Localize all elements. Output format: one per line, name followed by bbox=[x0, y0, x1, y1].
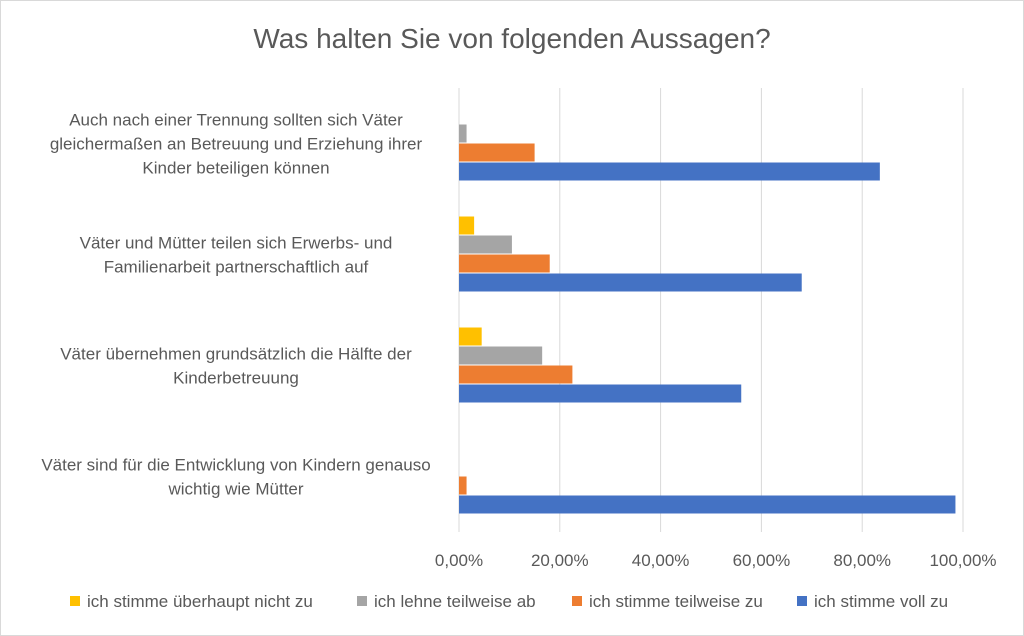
category-label: Väter sind für die Entwicklung von Kinde… bbox=[41, 456, 430, 475]
x-tick-label: 40,00% bbox=[632, 551, 690, 570]
bar bbox=[459, 273, 802, 292]
legend-swatch bbox=[572, 596, 582, 606]
category-labels: Auch nach einer Trennung sollten sich Vä… bbox=[41, 111, 430, 499]
legend-swatch bbox=[357, 596, 367, 606]
gridlines bbox=[458, 88, 964, 532]
category-label: Väter und Mütter teilen sich Erwerbs- un… bbox=[80, 234, 393, 253]
legend-swatch bbox=[70, 596, 80, 606]
category-label: Familienarbeit partnerschaftlich auf bbox=[104, 258, 369, 277]
x-tick-label: 20,00% bbox=[531, 551, 589, 570]
bar bbox=[459, 162, 880, 181]
bar bbox=[459, 476, 467, 495]
x-tick-label: 100,00% bbox=[929, 551, 996, 570]
bar bbox=[459, 495, 956, 514]
bar bbox=[459, 254, 550, 273]
legend-label: ich stimme voll zu bbox=[814, 592, 948, 611]
bar bbox=[459, 384, 742, 403]
x-axis-tick-labels: 0,00% 20,00% 40,00% 60,00% 80,00% 100,00% bbox=[435, 551, 997, 570]
category-label: Kinderbetreuung bbox=[173, 369, 299, 388]
bar bbox=[459, 365, 573, 384]
bar bbox=[459, 346, 543, 365]
category-label: wichtig wie Mütter bbox=[167, 480, 303, 499]
legend-label: ich stimme überhaupt nicht zu bbox=[87, 592, 313, 611]
bar bbox=[459, 216, 475, 235]
category-label: Kinder beteiligen können bbox=[142, 159, 329, 178]
bar bbox=[459, 143, 535, 162]
category-label: gleichermaßen an Betreuung und Erziehung… bbox=[50, 135, 423, 154]
x-tick-label: 60,00% bbox=[733, 551, 791, 570]
category-label: Väter übernehmen grundsätzlich die Hälft… bbox=[60, 345, 412, 364]
x-tick-label: 80,00% bbox=[833, 551, 891, 570]
legend: ich stimme überhaupt nicht zu ich lehne t… bbox=[70, 592, 948, 611]
bar bbox=[459, 327, 482, 346]
bar bbox=[459, 124, 467, 143]
x-tick-label: 0,00% bbox=[435, 551, 483, 570]
chart-title: Was halten Sie von folgenden Aussagen? bbox=[253, 23, 770, 54]
legend-swatch bbox=[797, 596, 807, 606]
legend-label: ich stimme teilweise zu bbox=[589, 592, 763, 611]
category-label: Auch nach einer Trennung sollten sich Vä… bbox=[69, 111, 403, 130]
bars bbox=[459, 124, 956, 514]
legend-label: ich lehne teilweise ab bbox=[374, 592, 536, 611]
bar bbox=[459, 235, 512, 254]
